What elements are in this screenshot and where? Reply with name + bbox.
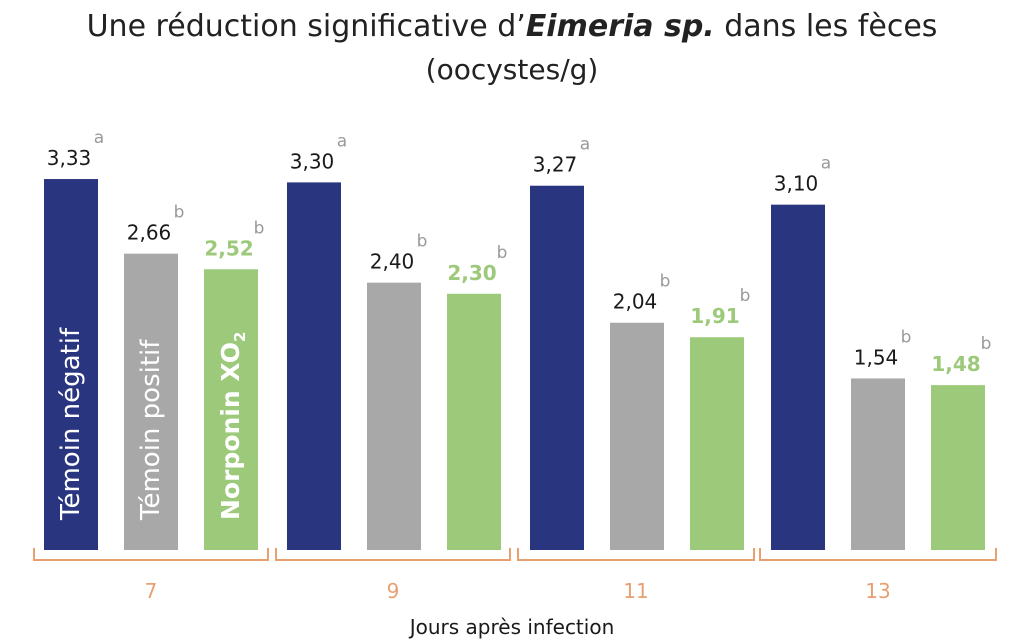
bar-13-2: [851, 378, 905, 550]
legend-label-text: Témoin négatif: [56, 327, 86, 521]
significance-letter-7-1: a: [94, 128, 104, 148]
bar-7-3: [204, 269, 258, 550]
bar-11-3: [690, 337, 744, 550]
x-tick-label-13: 13: [865, 579, 890, 603]
data-label-13-3: 1,48: [931, 352, 980, 376]
x-tick-label-11: 11: [623, 579, 648, 603]
legend-label-series-3: Norponin XO2: [216, 332, 249, 520]
bar-13-3: [931, 385, 985, 550]
bar-9-1: [287, 182, 341, 550]
significance-letter-11-2: b: [660, 272, 671, 292]
significance-letter-13-3: b: [981, 334, 992, 354]
group-bracket-11: [517, 548, 755, 561]
bar-9-2: [367, 282, 421, 550]
bar-11-2: [610, 322, 664, 550]
data-label-11-1: 3,27: [533, 153, 578, 177]
significance-letter-13-2: b: [901, 327, 912, 347]
x-axis-label: Jours après infection: [408, 615, 615, 639]
legend-label-text: Témoin positif: [136, 339, 166, 521]
data-label-7-1: 3,33: [47, 146, 92, 170]
bar-7-1: [44, 179, 98, 550]
data-label-9-1: 3,30: [290, 149, 335, 173]
significance-letter-7-2: b: [174, 203, 185, 223]
group-bracket-9: [275, 548, 511, 561]
legend-label-series-1: Témoin négatif: [56, 327, 86, 521]
bar-7-2: [124, 253, 178, 550]
bar-9-3: [447, 293, 501, 550]
significance-letter-9-1: a: [337, 131, 347, 151]
legend-label-subscript: 2: [231, 332, 249, 342]
significance-letter-7-3: b: [254, 218, 265, 238]
title-prefix: Une réduction significative d’: [86, 9, 526, 44]
bar-11-1: [530, 185, 584, 551]
significance-letter-9-2: b: [417, 232, 428, 252]
x-tick-label-9: 9: [387, 579, 400, 603]
data-label-7-2: 2,66: [127, 221, 172, 245]
significance-letter-11-1: a: [580, 135, 590, 155]
legend-label-text: Norponin XO: [216, 342, 245, 520]
significance-letter-11-3: b: [740, 286, 751, 306]
bar-13-1: [771, 204, 825, 550]
title-suffix: dans les fèces: [714, 9, 938, 44]
data-label-11-3: 1,91: [690, 304, 739, 328]
title-emphasis: Eimeria sp.: [525, 9, 715, 44]
data-label-7-3: 2,52: [204, 236, 253, 260]
data-label-9-2: 2,40: [370, 250, 415, 274]
data-label-13-1: 3,10: [774, 172, 819, 196]
data-label-9-3: 2,30: [447, 261, 496, 285]
x-tick-label-7: 7: [145, 579, 158, 603]
significance-letter-13-1: a: [821, 154, 831, 174]
chart-title: Une réduction significative d’Eimeria sp…: [0, 8, 1024, 46]
chart-subtitle: (oocystes/g): [425, 53, 599, 86]
group-bracket-13: [759, 548, 997, 561]
data-label-11-2: 2,04: [613, 290, 658, 314]
legend-label-series-2: Témoin positif: [136, 339, 166, 521]
data-label-13-2: 1,54: [854, 345, 899, 369]
significance-letter-9-3: b: [497, 243, 508, 263]
group-bracket-7: [33, 548, 269, 561]
